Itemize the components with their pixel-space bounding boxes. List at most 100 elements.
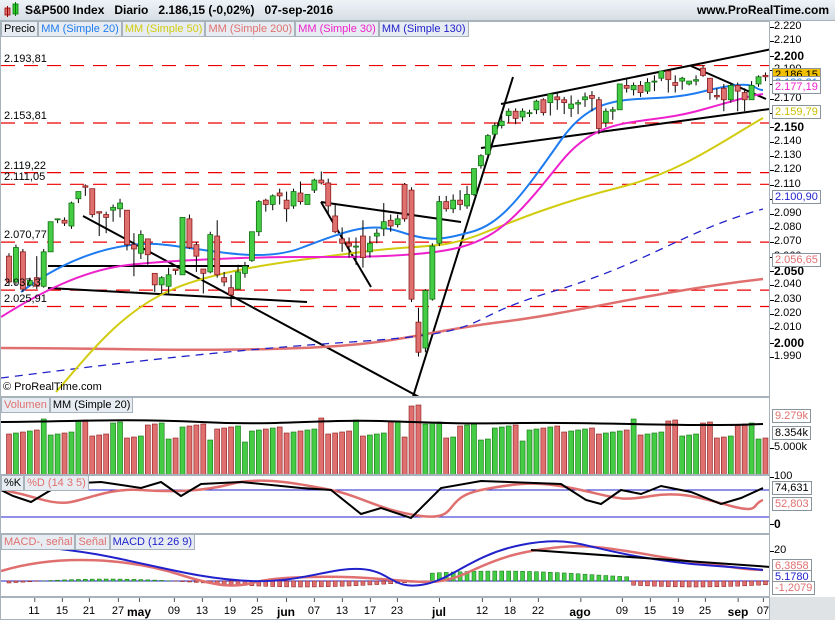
volume-chart-canvas[interactable] <box>1 398 770 475</box>
volume-value-tag: 9.279k <box>772 409 812 423</box>
volume-tick: 5.000k <box>769 441 808 453</box>
date-tick: 23 <box>390 598 404 617</box>
date-tick: may <box>126 598 152 619</box>
date-tick: sep <box>727 598 749 619</box>
volume-legend: Volumen MM (Simple 20) <box>1 398 134 413</box>
candlestick-logo-icon <box>3 2 21 18</box>
price-tick: 2.200 <box>769 48 805 63</box>
price-tick: 2.020 <box>770 306 802 319</box>
volume-panel[interactable]: Volumen MM (Simple 20) <box>0 397 770 475</box>
date-tick: 09 <box>615 598 629 617</box>
volume-legend-item[interactable]: Volumen <box>1 398 50 413</box>
volume-legend-item[interactable]: MM (Simple 20) <box>49 398 134 413</box>
date-tick: 11 <box>28 598 40 617</box>
macd-legend-item[interactable]: MACD-, señal <box>1 535 76 550</box>
date-tick: 18 <box>503 598 517 617</box>
axis-corner <box>770 597 835 620</box>
level-label: 2.037,3 <box>4 277 41 290</box>
price-tick: 2.040 <box>770 278 802 291</box>
macd-value-tag: 5.1780 <box>772 570 812 584</box>
date-tick: 19 <box>671 598 685 617</box>
date-tick: 13 <box>335 598 349 617</box>
price-legend-item[interactable]: MM (Simple 20) <box>38 22 122 37</box>
price-tick: 2.210 <box>770 34 802 47</box>
instrument-name: S&P500 Index <box>25 3 105 17</box>
title-bar: S&P500 Index Diario 2.186,15 (-0,02%) 07… <box>0 0 835 21</box>
price-legend-item[interactable]: MM (Simple 50) <box>121 22 206 37</box>
price-legend-item[interactable]: MM (Simple 30) <box>295 22 379 37</box>
stochastic-chart-canvas[interactable] <box>1 476 770 534</box>
price-tick: 2.120 <box>770 163 802 176</box>
price-legend-item[interactable]: Precio <box>1 22 39 37</box>
site-link[interactable]: www.ProRealTime.com <box>696 3 829 17</box>
date-axis[interactable]: 11 15 21 27 may 09 13 19 25 jun 07 13 17 23 jul 12 18 22 a… <box>0 597 770 620</box>
volume-axis[interactable]: 9.279k 8.354k 5.000k <box>769 397 835 475</box>
price-value-tag: 2.177,19 <box>772 80 821 95</box>
date-tick: 27 <box>111 598 125 617</box>
price-tick: 2.140 <box>770 134 802 147</box>
last-price: 2.186,15 (-0,02%) <box>158 3 255 17</box>
price-tick: 2.150 <box>769 120 805 135</box>
price-panel[interactable]: Precio MM (Simple 20) MM (Simple 50) MM (Si… <box>0 21 770 397</box>
level-label: 2.153,81 <box>4 109 47 122</box>
volume-value-tag: 8.354k <box>772 426 812 440</box>
stochastic-axis[interactable]: 100 74,631 52,803 0 <box>769 470 835 534</box>
copyright-text: © ProRealTime.com <box>3 381 102 393</box>
price-value-tag: 2.056,65 <box>772 253 821 268</box>
stochastic-legend-item[interactable]: %D (14 3 5) <box>24 476 89 491</box>
macd-chart-canvas[interactable] <box>1 535 770 597</box>
price-axis[interactable]: 2.2202.2102.2002.1902.1802.1702.1602.150… <box>769 20 835 397</box>
stochastic-legend-item[interactable]: %K <box>1 476 25 491</box>
macd-legend-item[interactable]: Señal <box>75 535 110 550</box>
price-tick: 2.110 <box>770 177 801 190</box>
price-value-tag: 2.159,79 <box>772 105 821 120</box>
date-tick: 15 <box>55 598 69 617</box>
price-tick: 2.090 <box>770 206 802 219</box>
price-tick: 2.080 <box>770 220 802 233</box>
price-legend-item[interactable]: MM (Simple 200) <box>205 22 296 37</box>
price-tick: 2.050 <box>769 263 805 278</box>
macd-value-tag: -1,2079 <box>772 581 816 595</box>
price-tick: 2.030 <box>770 292 802 305</box>
date-tick: jul <box>432 598 446 619</box>
macd-legend-item[interactable]: MACD (12 26 9) <box>109 535 196 550</box>
level-label: 2.070,77 <box>4 229 47 242</box>
date-tick: 15 <box>643 598 657 617</box>
stochastic-value-tag: 52,803 <box>772 497 812 511</box>
price-value-tag: 2.100,90 <box>772 189 821 204</box>
date-tick: 09 <box>167 598 181 617</box>
stochastic-legend: %K %D (14 3 5) <box>1 476 89 491</box>
date-tick: jun <box>277 598 295 619</box>
stochastic-value-tag: 74,631 <box>772 481 812 495</box>
level-label: 2.111,05 <box>4 171 46 184</box>
price-chart-canvas[interactable] <box>1 22 770 397</box>
macd-panel[interactable]: MACD-, señal Señal MACD (12 26 9) <box>0 534 770 597</box>
price-tick: 2.010 <box>770 321 802 334</box>
level-label: 2.025,91 <box>4 293 47 306</box>
date-tick: 12 <box>475 598 489 617</box>
stochastic-panel[interactable]: %K %D (14 3 5) <box>0 475 770 534</box>
price-tick: 2.000 <box>769 335 805 350</box>
date-tick: 17 <box>363 598 377 617</box>
price-tick: 2.220 <box>770 20 802 32</box>
date-tick: 22 <box>531 598 545 617</box>
price-tick: 2.070 <box>770 235 802 248</box>
price-tick: 1.990 <box>770 350 802 362</box>
level-label: 2.193,81 <box>4 52 47 65</box>
date-tick: 21 <box>82 598 96 617</box>
chart-date: 07-sep-2016 <box>264 3 334 17</box>
date-tick: ago <box>569 598 591 619</box>
stochastic-tick: 0 <box>770 517 781 531</box>
macd-legend: MACD-, señal Señal MACD (12 26 9) <box>1 535 196 550</box>
date-tick: 25 <box>698 598 712 617</box>
price-legend-item[interactable]: MM (Simple 130) <box>378 22 469 37</box>
date-tick: 25 <box>250 598 264 617</box>
date-tick: 07 <box>307 598 321 617</box>
price-tick: 2.130 <box>770 149 802 162</box>
macd-tick: 20 <box>769 544 787 556</box>
date-tick: 07 <box>756 598 770 617</box>
macd-axis[interactable]: 20 6,3858 5.1780 -1,2079 <box>769 534 835 597</box>
macd-value-tag: 6,3858 <box>772 559 812 573</box>
stochastic-tick: 100 <box>769 470 793 482</box>
date-tick: 19 <box>223 598 237 617</box>
